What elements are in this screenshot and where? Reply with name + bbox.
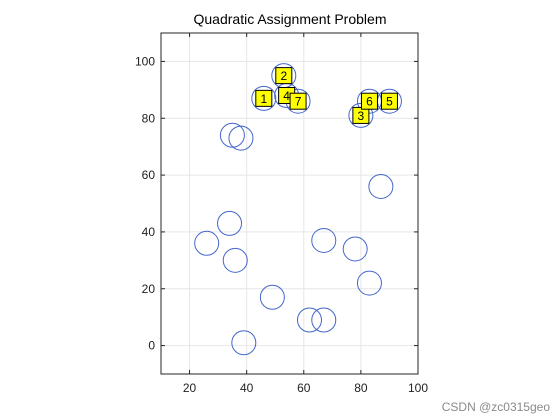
x-tick-label: 20 bbox=[183, 381, 197, 395]
x-tick-label: 40 bbox=[240, 381, 254, 395]
location-circle bbox=[368, 173, 394, 199]
plot-box bbox=[160, 32, 419, 375]
x-tick-label: 60 bbox=[297, 381, 311, 395]
facility-label: 1 bbox=[260, 92, 267, 106]
facility-marker: 1 bbox=[255, 89, 273, 107]
location-circle bbox=[259, 284, 285, 310]
facility-square bbox=[360, 92, 378, 110]
facility-square bbox=[255, 89, 273, 107]
facility-square bbox=[380, 92, 398, 110]
y-tick-label: 100 bbox=[135, 54, 155, 68]
location-circle bbox=[311, 307, 337, 333]
facility-square bbox=[352, 106, 370, 124]
facility-square bbox=[275, 67, 293, 85]
facility-marker: 5 bbox=[380, 92, 398, 110]
facility-marker: 6 bbox=[360, 92, 378, 110]
facility-marker: 7 bbox=[289, 92, 307, 110]
y-tick-label: 20 bbox=[142, 282, 156, 296]
chart-title: Quadratic Assignment Problem bbox=[194, 11, 387, 27]
facility-marker: 3 bbox=[352, 106, 370, 124]
y-tick-label: 60 bbox=[142, 168, 156, 182]
location-circle bbox=[311, 227, 337, 253]
facility-label: 4 bbox=[283, 89, 290, 103]
location-circle bbox=[356, 270, 382, 296]
facility-label: 2 bbox=[280, 69, 287, 83]
y-tick-label: 40 bbox=[142, 225, 156, 239]
facility-square bbox=[289, 92, 307, 110]
location-circle bbox=[219, 122, 245, 148]
facility-label: 7 bbox=[295, 95, 302, 109]
y-tick-label: 0 bbox=[148, 339, 155, 353]
facility-label: 6 bbox=[366, 95, 373, 109]
x-tick-label: 80 bbox=[354, 381, 368, 395]
location-circle bbox=[217, 210, 243, 236]
location-circle bbox=[231, 330, 257, 356]
location-circle bbox=[348, 102, 374, 128]
facility-label: 5 bbox=[386, 95, 393, 109]
facility-marker: 2 bbox=[275, 67, 293, 85]
x-tick-label: 100 bbox=[408, 381, 428, 395]
facility-label: 3 bbox=[358, 109, 365, 123]
location-circle bbox=[194, 230, 220, 256]
y-tick-label: 80 bbox=[142, 111, 156, 125]
watermark: CSDN @zc0315geo bbox=[441, 400, 550, 414]
location-circle bbox=[251, 85, 277, 111]
location-circle bbox=[296, 307, 322, 333]
location-circle bbox=[342, 236, 368, 262]
axes: 20 40 60 80 100 0 20 40 60 80 100 bbox=[135, 32, 428, 395]
location-circle bbox=[228, 125, 254, 151]
location-circle bbox=[222, 247, 248, 273]
